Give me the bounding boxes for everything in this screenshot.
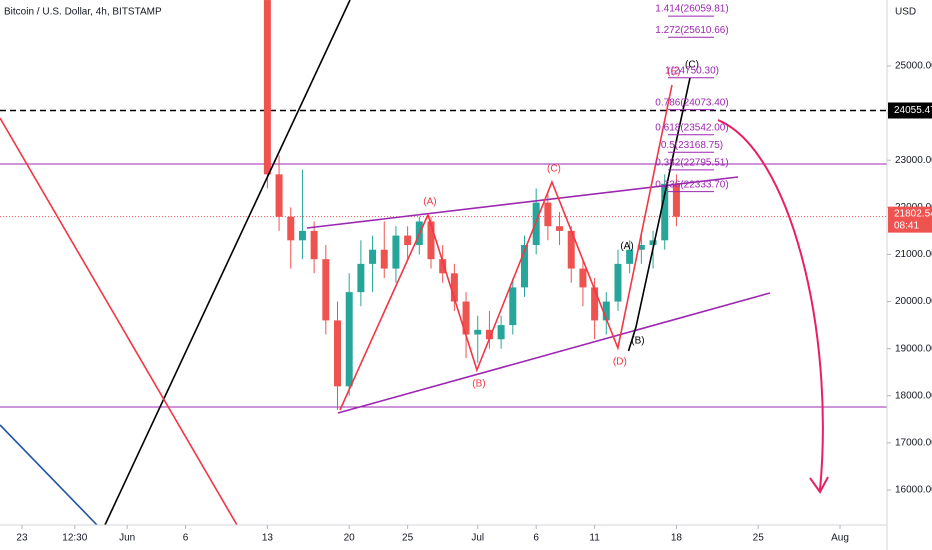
- level-label-box: [888, 102, 932, 119]
- candle-body: [649, 240, 657, 246]
- candle-body: [474, 329, 482, 335]
- candle-body: [392, 235, 400, 269]
- candle-body: [672, 183, 680, 217]
- candle-body: [579, 268, 587, 288]
- fib-label: 1.272(25610.66): [655, 25, 728, 36]
- candle-body: [263, 0, 271, 175]
- symbol-title: Bitcoin / U.S. Dollar, 4h, BITSTAMP: [4, 7, 162, 18]
- candle-body: [602, 301, 610, 321]
- candle-body: [626, 249, 634, 264]
- forecast-arrow: [717, 119, 824, 491]
- fib-label: 0.236(22333.70): [655, 179, 728, 190]
- wave-label: (B): [472, 379, 485, 390]
- x-tick-label: 23: [16, 533, 28, 544]
- trend-line: [104, 0, 351, 525]
- candle-body: [497, 325, 505, 340]
- candle-body: [334, 320, 342, 387]
- wave-label: (C): [547, 164, 561, 175]
- x-tick-label: 25: [402, 533, 414, 544]
- candle-body: [357, 263, 365, 293]
- price-label-box: [888, 206, 932, 233]
- candle-body: [369, 249, 377, 264]
- candle-body: [322, 259, 330, 321]
- trend-line: [339, 84, 673, 411]
- candle-body: [345, 292, 353, 387]
- fib-label: 0.382(22795.51): [655, 157, 728, 168]
- y-tick-label: 18000.00: [895, 390, 932, 401]
- arrow-head: [809, 476, 829, 494]
- y-tick-label: 17000.00: [895, 438, 932, 449]
- axis-unit: USD: [895, 7, 916, 18]
- candle-body: [404, 235, 412, 246]
- y-tick-label: 23000.00: [895, 155, 932, 166]
- wave-label: (E): [667, 67, 680, 78]
- countdown: 08:41: [894, 220, 919, 231]
- x-tick-label: 6: [183, 533, 189, 544]
- price-label: 21802.54: [894, 208, 932, 219]
- candle-body: [614, 263, 622, 302]
- x-tick-label: 12:30: [62, 533, 87, 544]
- candle-body: [485, 329, 493, 340]
- trend-line: [0, 117, 238, 525]
- x-tick-label: 11: [589, 533, 600, 544]
- x-tick-label: 20: [344, 533, 356, 544]
- candle-body: [462, 301, 470, 335]
- y-tick-label: 20000.00: [895, 296, 932, 307]
- candle-body: [591, 287, 599, 321]
- x-tick-label: 25: [753, 533, 765, 544]
- y-tick-label: 16000.00: [895, 485, 932, 496]
- wave-label: (B): [631, 336, 644, 347]
- wave-label: (A): [423, 197, 436, 208]
- y-tick-label: 21000.00: [895, 249, 932, 260]
- fib-label: 0.5(23168.75): [661, 140, 723, 151]
- candle-body: [544, 202, 552, 227]
- fib-label: 0.786(24073.40): [655, 97, 728, 108]
- candle-body: [298, 230, 306, 241]
- candle-body: [275, 174, 283, 217]
- trend-line: [337, 292, 771, 414]
- candle-body: [520, 245, 528, 288]
- y-tick-label: 25000.00: [895, 61, 932, 72]
- wave-label: (A): [620, 241, 633, 252]
- candle-body: [567, 230, 575, 269]
- candle-body: [380, 249, 388, 269]
- plot-area: [0, 0, 887, 525]
- trend-line: [627, 77, 691, 352]
- x-tick-label: 18: [671, 533, 683, 544]
- x-tick-label: Jun: [119, 533, 135, 544]
- y-tick-label: 19000.00: [895, 343, 932, 354]
- fib-label: 0.618(23542.00): [655, 122, 728, 133]
- candle-body: [310, 230, 318, 260]
- level-label: 24055.47: [894, 105, 932, 116]
- x-tick-label: Aug: [831, 533, 849, 544]
- trend-line: [0, 424, 98, 525]
- candle-body: [661, 183, 669, 241]
- candle-body: [509, 287, 517, 326]
- candle-body: [439, 259, 447, 274]
- x-tick-label: 6: [533, 533, 539, 544]
- x-tick-label: 13: [262, 533, 274, 544]
- x-tick-label: Jul: [471, 533, 484, 544]
- candle-body: [450, 273, 458, 302]
- candle-body: [532, 202, 540, 246]
- candle-body: [287, 216, 295, 241]
- candle-body: [556, 226, 564, 231]
- wave-label: (D): [613, 357, 627, 368]
- wave-label: (C): [685, 60, 699, 71]
- candle-body: [637, 245, 645, 250]
- candle-body: [427, 221, 435, 260]
- fib-label: 1.414(26059.81): [655, 4, 728, 15]
- fib-label: 1(24750.30): [665, 65, 719, 76]
